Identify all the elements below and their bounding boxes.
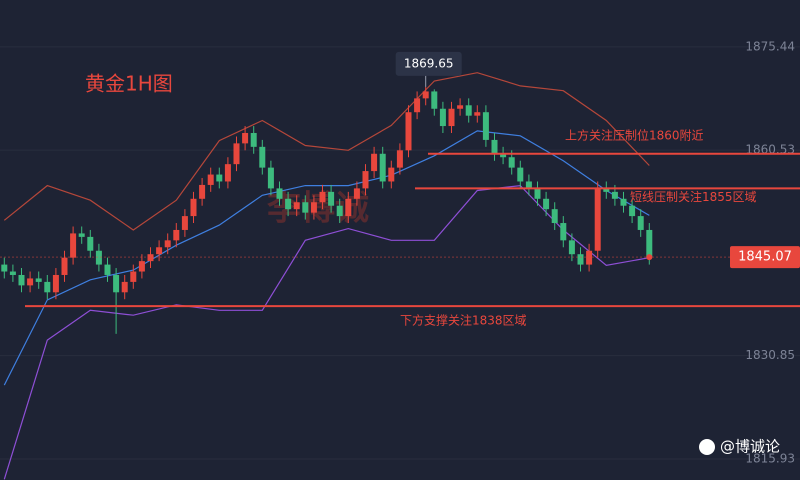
- candle-body: [199, 184, 206, 199]
- candle-body: [87, 236, 94, 251]
- candle-body: [259, 146, 266, 168]
- band-line: [3, 130, 650, 386]
- candle-body: [422, 91, 429, 99]
- candle-body: [207, 174, 214, 185]
- candle-body: [396, 150, 403, 168]
- candle-body: [414, 98, 421, 113]
- candle-body: [285, 198, 292, 210]
- candle-body: [457, 105, 464, 109]
- candle-body: [379, 153, 386, 182]
- candle-body: [611, 191, 618, 199]
- candle-body: [620, 198, 627, 206]
- candle-body: [560, 223, 567, 241]
- candle-body: [267, 167, 274, 189]
- candle-body: [474, 112, 481, 116]
- candle-body: [543, 198, 550, 210]
- band-line: [3, 72, 650, 231]
- candle-body: [465, 105, 472, 116]
- max-label: 1869.65: [404, 56, 454, 70]
- candle-body: [646, 229, 653, 258]
- candle-body: [534, 188, 541, 199]
- candle-body: [113, 274, 120, 293]
- candle-body: [130, 271, 137, 282]
- candle-body: [603, 188, 610, 192]
- candle-body: [216, 174, 223, 182]
- candle-body: [439, 108, 446, 127]
- candle-body: [508, 157, 515, 168]
- candle-body: [525, 181, 532, 189]
- candle-body: [1, 264, 8, 272]
- candle-body: [156, 247, 163, 255]
- candle-body: [362, 171, 369, 189]
- candle-body: [181, 216, 188, 230]
- candle-body: [276, 188, 283, 199]
- candle-body: [147, 254, 154, 262]
- last-price-box: [730, 246, 800, 269]
- level-label: 下方支撑关注1838区域: [400, 313, 527, 328]
- watermark: 李博诚: [267, 189, 369, 229]
- candle-body: [138, 261, 145, 272]
- candle-body: [224, 164, 231, 182]
- candle-body: [568, 240, 575, 255]
- last-price-dot: [646, 254, 653, 261]
- candle-body: [27, 278, 34, 286]
- candle-body: [405, 112, 412, 151]
- candle-body: [250, 132, 257, 147]
- candle-body: [242, 132, 249, 144]
- candle-body: [371, 153, 378, 172]
- y-tick-label: 1875.44: [745, 39, 795, 53]
- candle-body: [104, 264, 111, 275]
- candle-body: [52, 274, 59, 293]
- candle-body: [18, 274, 25, 286]
- candle-body: [328, 191, 335, 206]
- candle-body: [70, 233, 77, 258]
- last-price-label: 1845.07: [738, 250, 792, 265]
- candle-body: [345, 198, 352, 217]
- candle-body: [517, 167, 524, 182]
- candle-body: [551, 209, 558, 224]
- candle-body: [173, 229, 180, 241]
- candle-body: [164, 240, 171, 248]
- candle-body: [431, 91, 438, 109]
- candle-body: [302, 202, 309, 213]
- band-line: [3, 184, 650, 480]
- candle-body: [491, 139, 498, 154]
- candle-body: [95, 250, 102, 265]
- candle-body: [482, 112, 489, 140]
- candle-body: [44, 281, 51, 293]
- candle-body: [233, 143, 240, 165]
- max-label-box: [395, 51, 462, 76]
- candle-body: [190, 198, 197, 217]
- candle-body: [353, 188, 360, 199]
- footer-icon: [699, 439, 715, 455]
- candle-body: [500, 153, 507, 158]
- candle-body: [388, 167, 395, 182]
- y-tick-label: 1830.85: [745, 348, 795, 362]
- candle-body: [637, 216, 644, 230]
- candle-body: [336, 205, 343, 217]
- footer: @博诚论: [699, 438, 780, 456]
- candle-body: [35, 278, 42, 282]
- candle-body: [594, 188, 601, 251]
- candle-body: [293, 202, 300, 210]
- level-label: 上方关注压制位1860附近: [565, 127, 704, 142]
- candle-body: [448, 108, 455, 127]
- level-label: 短线压制关注1855区域: [630, 189, 757, 204]
- candle-body: [78, 233, 85, 237]
- candle-body: [121, 281, 128, 293]
- candle-body: [577, 254, 584, 265]
- y-tick-label: 1815.93: [745, 452, 795, 466]
- chart-title: 黄金1H图: [85, 72, 173, 96]
- candle-body: [319, 191, 326, 203]
- candle-body: [9, 271, 16, 275]
- candle-body: [310, 202, 317, 213]
- footer-text: @博诚论: [720, 438, 780, 456]
- candle-body: [629, 205, 636, 217]
- candle-body: [61, 257, 68, 275]
